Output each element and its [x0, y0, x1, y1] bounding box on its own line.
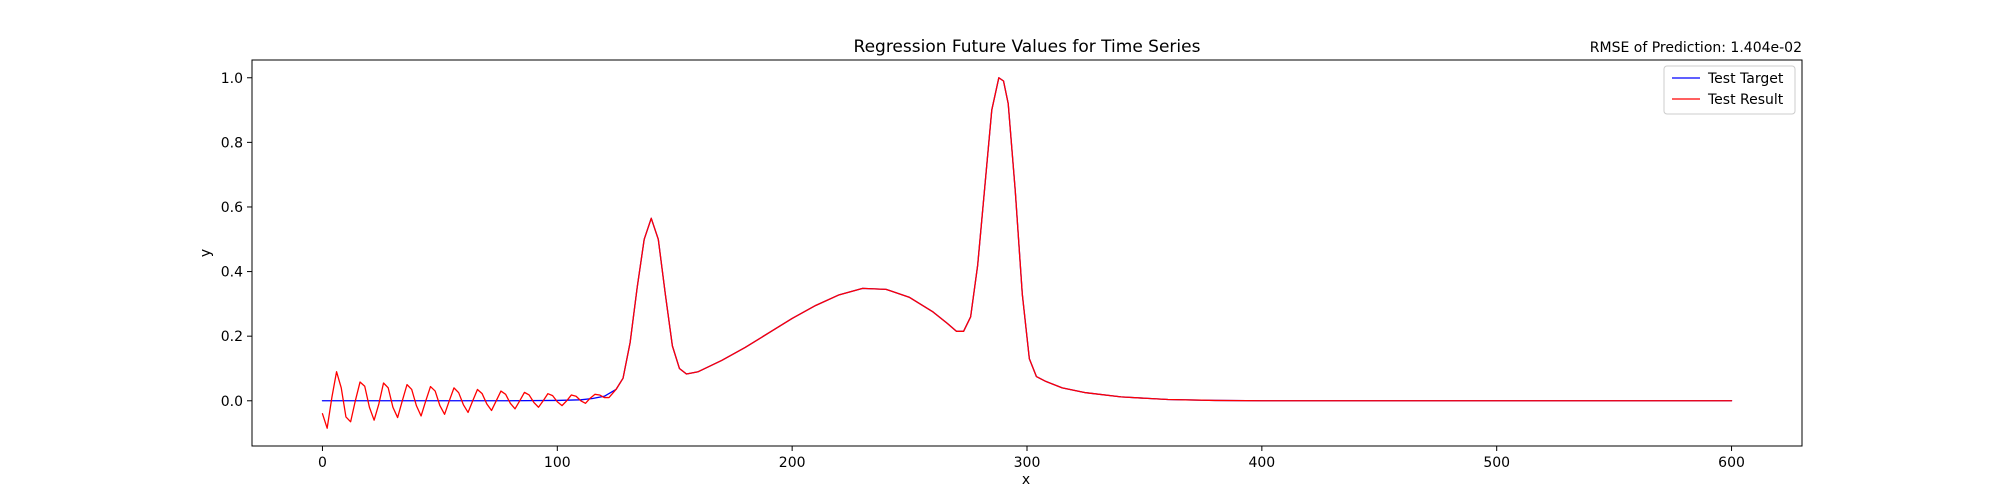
x-tick-label: 100 [544, 455, 571, 471]
x-tick-label: 400 [1248, 455, 1275, 471]
series-layer [321, 77, 1733, 429]
x-tick-label: 500 [1483, 455, 1510, 471]
y-tick-label: 0.2 [221, 329, 243, 345]
y-tick-label: 0.4 [221, 265, 243, 281]
x-axis-ticks: 0 100 200 300 400 500 600 [318, 446, 1745, 471]
y-tick-label: 0.8 [221, 135, 243, 151]
rmse-annotation: RMSE of Prediction: 1.404e-02 [1590, 40, 1802, 56]
x-tick-label: 0 [318, 455, 327, 471]
chart-title: Regression Future Values for Time Series [854, 37, 1201, 57]
y-tick-label: 0.0 [221, 394, 243, 410]
x-tick-label: 600 [1718, 455, 1745, 471]
legend-label-test-target: Test Target [1707, 71, 1784, 87]
x-axis-label: x [1022, 472, 1030, 488]
legend: Test Target Test Result [1663, 65, 1796, 115]
x-tick-label: 200 [779, 455, 806, 471]
x-tick-label: 300 [1014, 455, 1041, 471]
y-tick-label: 1.0 [221, 71, 243, 87]
y-axis-label: y [198, 249, 214, 257]
y-axis-ticks: 0.0 0.2 0.4 0.6 0.8 1.0 [221, 71, 252, 410]
y-tick-label: 0.6 [221, 200, 243, 216]
legend-label-test-result: Test Result [1707, 92, 1784, 108]
series-line-test-result [321, 77, 1733, 429]
